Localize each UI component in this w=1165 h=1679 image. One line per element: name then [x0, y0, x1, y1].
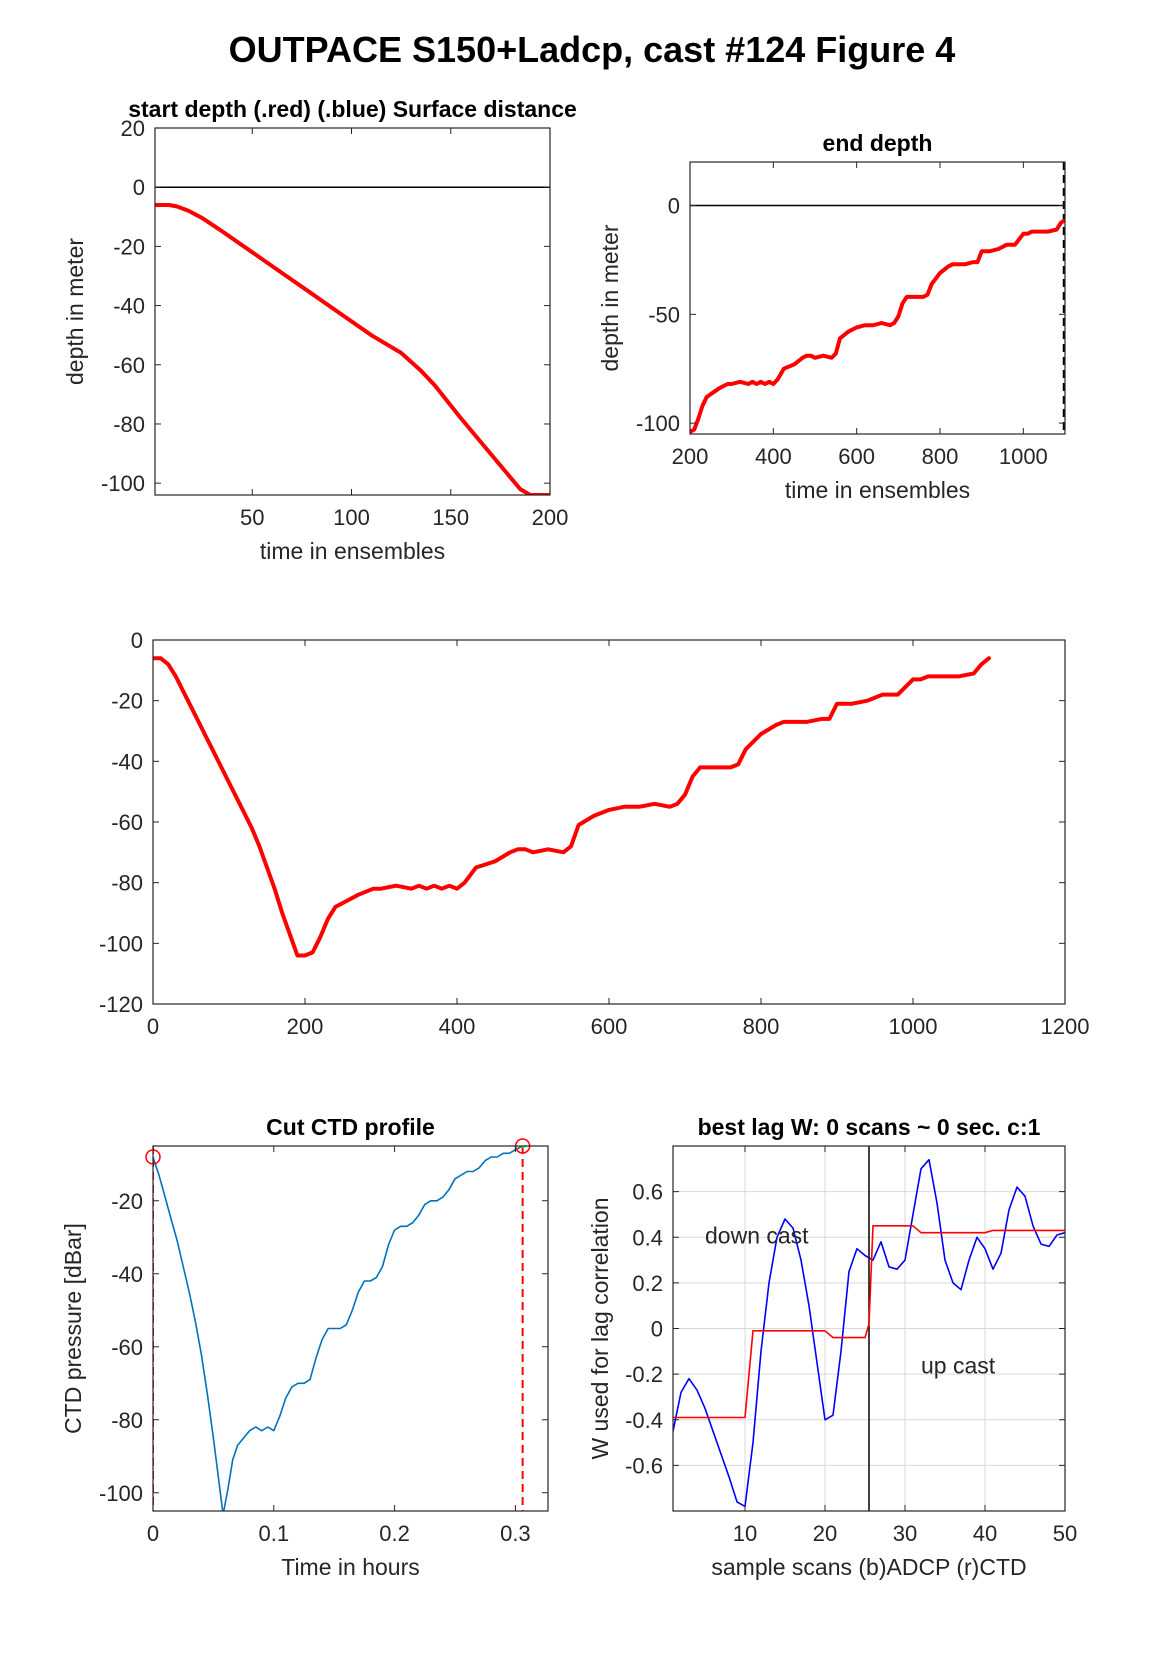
x-axis-label: Time in hours: [281, 1554, 419, 1580]
x-tick-label: 0.1: [258, 1521, 289, 1546]
plot-title: end depth: [823, 130, 933, 156]
annotation-text: up cast: [921, 1352, 996, 1378]
y-tick-label: -0.4: [625, 1408, 663, 1433]
x-tick-label: 1000: [999, 444, 1048, 469]
x-tick-label: 10: [733, 1521, 757, 1546]
y-tick-label: -20: [111, 1189, 143, 1214]
y-tick-label: -60: [111, 810, 143, 835]
y-tick-label: 0: [651, 1317, 663, 1342]
y-tick-label: -100: [99, 1481, 143, 1506]
plot-content: [153, 656, 991, 958]
x-axis-label: time in ensembles: [260, 538, 445, 564]
plot-area: [153, 640, 1065, 1004]
x-tick-label: 30: [893, 1521, 917, 1546]
plot-title: start depth (.red) (.blue) Surface dista…: [128, 96, 577, 122]
y-tick-label: -100: [99, 931, 143, 956]
x-tick-label: 100: [333, 505, 370, 530]
y-axis-label: CTD pressure [dBar]: [60, 1223, 86, 1434]
x-tick-label: 0.3: [500, 1521, 531, 1546]
series-line-0: [155, 203, 550, 495]
series-line-0: [690, 218, 1065, 434]
x-tick-label: 200: [287, 1014, 324, 1039]
plot-title: Cut CTD profile: [266, 1114, 435, 1140]
y-tick-label: -80: [111, 1408, 143, 1433]
series-line-adcp: [673, 1158, 1065, 1508]
x-axis-label: sample scans (b)ADCP (r)CTD: [711, 1554, 1026, 1580]
y-tick-label: -50: [648, 302, 680, 327]
y-tick-label: 0.6: [632, 1180, 663, 1205]
x-tick-label: 20: [813, 1521, 837, 1546]
axes-box: [689, 161, 1066, 435]
y-tick-label: -100: [636, 411, 680, 436]
x-tick-label: 1200: [1041, 1014, 1090, 1039]
plot-content: [673, 1146, 1065, 1511]
chart-best_lag: down cast up cast 10 20 30 40 50 -0.6 -0.4 -0.2 0 0…: [587, 1114, 1077, 1580]
y-tick-label: -80: [113, 412, 145, 437]
x-tick-label: 800: [743, 1014, 780, 1039]
x-tick-label: 0: [147, 1521, 159, 1546]
y-tick-label: 0.2: [632, 1271, 663, 1296]
plot-area: [153, 1146, 548, 1511]
series-line-0: [153, 1146, 524, 1511]
y-axis-label: depth in meter: [597, 224, 623, 371]
chart-full_profile: 0 200 400 600 800 1000 1200 -120 -100 -80 -60 -40 -2…: [99, 628, 1090, 1039]
y-tick-label: -20: [111, 689, 143, 714]
x-tick-label: 50: [240, 505, 264, 530]
x-tick-label: 600: [838, 444, 875, 469]
plot-area: [155, 128, 550, 495]
plot-area: [690, 162, 1065, 434]
y-tick-label: 0: [668, 194, 680, 219]
y-tick-label: -80: [111, 871, 143, 896]
series-line-1: [520, 1146, 529, 1148]
axes-box: [152, 1145, 549, 1512]
y-tick-label: -20: [113, 234, 145, 259]
x-tick-label: 800: [922, 444, 959, 469]
y-tick-label: -40: [111, 749, 143, 774]
x-axis-label: time in ensembles: [785, 477, 970, 503]
y-tick-label: 0: [131, 628, 143, 653]
y-tick-label: -120: [99, 992, 143, 1017]
figure-title: OUTPACE S150+Ladcp, cast #124 Figure 4: [229, 29, 956, 70]
plot-content: [153, 1146, 529, 1511]
x-tick-label: 200: [672, 444, 709, 469]
annotation-text: down cast: [705, 1222, 809, 1248]
y-tick-label: -0.6: [625, 1453, 663, 1478]
y-tick-label: -60: [113, 353, 145, 378]
y-tick-label: 0: [133, 175, 145, 200]
x-tick-label: 50: [1053, 1521, 1077, 1546]
y-tick-label: -60: [111, 1335, 143, 1360]
y-tick-label: 20: [121, 116, 145, 141]
axes-box: [154, 127, 551, 496]
series-line-ctd: [673, 1225, 1065, 1419]
x-tick-label: 0.2: [379, 1521, 410, 1546]
y-axis-label: depth in meter: [62, 238, 88, 385]
y-tick-label: 0.4: [632, 1225, 663, 1250]
x-tick-label: 150: [432, 505, 469, 530]
x-tick-label: 200: [532, 505, 569, 530]
x-tick-label: 600: [591, 1014, 628, 1039]
y-tick-label: -0.2: [625, 1362, 663, 1387]
x-tick-label: 400: [439, 1014, 476, 1039]
y-tick-label: -40: [113, 294, 145, 319]
chart-end_depth: 200 400 600 800 1000 -100 -50 0 end depth time in…: [597, 130, 1066, 503]
x-tick-label: 400: [755, 444, 792, 469]
x-tick-label: 0: [147, 1014, 159, 1039]
plot-content: [690, 162, 1065, 434]
chart-cut_ctd: 0 0.1 0.2 0.3 -100 -80 -60 -40 -20 Cut CTD profil…: [60, 1114, 549, 1580]
plot-content: [155, 186, 550, 495]
plot-title: best lag W: 0 scans ~ 0 sec. c:1: [698, 1114, 1041, 1140]
series-line-0: [153, 656, 991, 958]
y-tick-label: -100: [101, 471, 145, 496]
x-tick-label: 1000: [889, 1014, 938, 1039]
y-tick-label: -40: [111, 1262, 143, 1287]
y-axis-label: W used for lag correlation: [587, 1197, 613, 1459]
x-tick-label: 40: [973, 1521, 997, 1546]
